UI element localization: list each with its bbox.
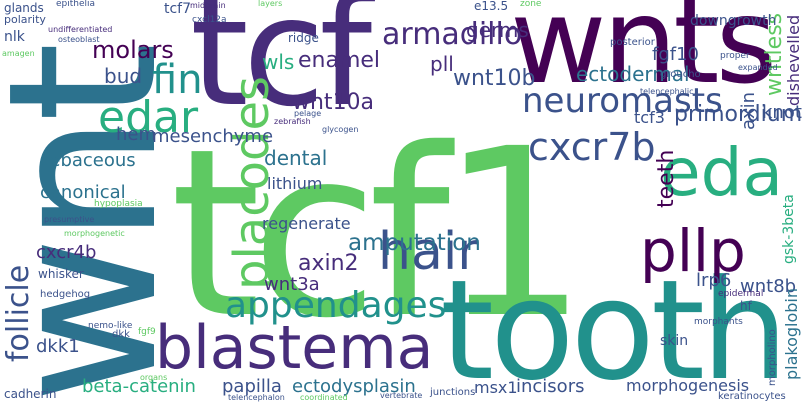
word-mesenchyme: mesenchyme bbox=[152, 126, 274, 147]
word-e135: e13.5 bbox=[474, 0, 509, 13]
word-hair: hair bbox=[378, 222, 479, 282]
word-neuromasts: neuromasts bbox=[522, 81, 723, 121]
word-morphogenesis: morphogenesis bbox=[626, 376, 750, 395]
word-appendages: appendages bbox=[225, 285, 447, 326]
word-dkk1: dkk1 bbox=[36, 336, 80, 357]
word-undifferentiated: undifferentiated bbox=[48, 25, 113, 34]
word-morphogenetic: morphogenetic bbox=[64, 229, 125, 238]
word-pll: pll bbox=[430, 52, 454, 76]
word-skin: skin bbox=[660, 333, 689, 349]
word-cxcr7b: cxcr7b bbox=[528, 125, 656, 169]
word-tcf3: tcf3 bbox=[634, 108, 665, 127]
word-follicle: follicle bbox=[1, 264, 36, 362]
word-vertebrate: vertebrate bbox=[380, 391, 423, 400]
word-telencephalic: telencephalic bbox=[640, 87, 694, 96]
word-fgf10: fgf10 bbox=[652, 44, 700, 65]
word-ectodysplasin: ectodysplasin bbox=[292, 376, 416, 397]
word-germs: germs bbox=[466, 18, 529, 42]
word-sebaceous: sebaceous bbox=[40, 150, 136, 171]
word-morpholino: morpholino bbox=[767, 329, 778, 386]
word-coordinated: coordinated bbox=[300, 393, 348, 402]
word-axin: axin bbox=[738, 91, 759, 130]
word-amputation-main: amputation bbox=[348, 230, 481, 256]
word-pelage: pelage bbox=[294, 109, 322, 118]
word-tcf7-top: tcf7 bbox=[164, 1, 192, 17]
word-msx1: msx1 bbox=[474, 378, 518, 397]
word-wnt10b: wnt10b bbox=[453, 66, 536, 91]
word-cadherin: cadherin bbox=[4, 387, 57, 401]
word-downgrowth: downgrowth bbox=[690, 13, 777, 29]
word-ectodermal: ectodermal bbox=[576, 62, 690, 86]
word-organs: organs bbox=[140, 373, 168, 382]
word-armadillo: armadillo bbox=[382, 17, 523, 52]
word-ridge: ridge bbox=[288, 31, 319, 45]
word-epidermal: epidermal bbox=[718, 289, 764, 299]
word-polarity: polarity bbox=[4, 13, 46, 26]
word-hypoplasia: hypoplasia bbox=[94, 199, 143, 209]
word-tcf1: tcf1 bbox=[170, 99, 588, 369]
word-whisker: whisker bbox=[38, 267, 84, 281]
word-enamel: enamel bbox=[298, 48, 381, 73]
word-hf: hf bbox=[740, 299, 752, 313]
word-bud: bud bbox=[104, 64, 143, 88]
word-wnt8b: wnt8b bbox=[740, 276, 797, 297]
word-midbrain: midbrain bbox=[190, 1, 226, 10]
word-morphants: morphants bbox=[694, 317, 743, 327]
word-presumptive: presumptive bbox=[44, 215, 95, 224]
word-groucho: groucho bbox=[660, 69, 701, 80]
word-expanded: expanded bbox=[738, 63, 778, 72]
word-hem: hem bbox=[116, 124, 157, 145]
word-knot: knot bbox=[762, 102, 802, 123]
word-wnt3a: wnt3a bbox=[264, 274, 320, 295]
word-nemo-like: nemo-like bbox=[88, 321, 133, 331]
word-osteoblast: osteoblast bbox=[58, 35, 100, 44]
word-wnt10a: wnt10a bbox=[292, 90, 375, 115]
word-glands: glands bbox=[4, 1, 44, 15]
word-pllp: pllp bbox=[640, 217, 746, 285]
word-hedgehog: hedgehog bbox=[40, 289, 91, 300]
word-cxcr4b: cxcr4b bbox=[36, 242, 97, 263]
word-cxcl12a: cxcl12a bbox=[192, 15, 227, 25]
word-plakoglobin: plakoglobin bbox=[782, 287, 801, 380]
word-zebrafish: zebrafish bbox=[274, 117, 311, 126]
word-dental: dental bbox=[264, 146, 328, 170]
word-amagen: amagen bbox=[2, 49, 35, 58]
word-regenerate: regenerate bbox=[262, 214, 351, 233]
word-dishevelled: dishevelled bbox=[784, 14, 803, 106]
word-incisors: incisors bbox=[516, 376, 585, 397]
word-dkk: dkk bbox=[112, 329, 130, 340]
word-canonical: canonical bbox=[40, 182, 126, 203]
word-fin: fin bbox=[152, 57, 203, 103]
word-posterior: posterior bbox=[610, 37, 655, 48]
word-papilla: papilla bbox=[222, 376, 282, 397]
word-axin2: axin2 bbox=[298, 251, 359, 276]
word-wls: wls bbox=[262, 50, 295, 74]
word-junctions: junctions bbox=[430, 387, 476, 398]
word-lithium: lithium bbox=[267, 174, 323, 193]
word-layers: layers bbox=[258, 0, 283, 8]
word-eda: eda bbox=[660, 134, 783, 211]
word-beta-catenin: beta-catenin bbox=[82, 376, 196, 397]
word-keratinocytes: keratinocytes bbox=[718, 391, 786, 402]
word-epithelia: epithelia bbox=[56, 0, 96, 9]
word-gsk-3beta: gsk-3beta bbox=[781, 194, 797, 264]
word-lrp6: lrp6 bbox=[696, 270, 732, 291]
word-zone: zone bbox=[520, 0, 542, 9]
word-tooth: tooth bbox=[440, 250, 789, 404]
word-proper: proper bbox=[720, 51, 750, 61]
word-nlk: nlk bbox=[4, 29, 25, 45]
word-fgf9: fgf9 bbox=[138, 327, 156, 337]
word-molars: molars bbox=[92, 36, 174, 64]
word-tcf: tcf bbox=[190, 0, 372, 140]
word-telencephalon: telencephalon bbox=[228, 393, 285, 402]
word-blastema: blastema bbox=[155, 313, 434, 383]
word-glycogen: glycogen bbox=[322, 125, 359, 134]
word-teeth: teeth bbox=[654, 149, 679, 208]
word-edar: edar bbox=[98, 92, 199, 143]
word-wnts: wnts bbox=[510, 0, 777, 110]
word-primordium: primordium bbox=[674, 102, 803, 127]
